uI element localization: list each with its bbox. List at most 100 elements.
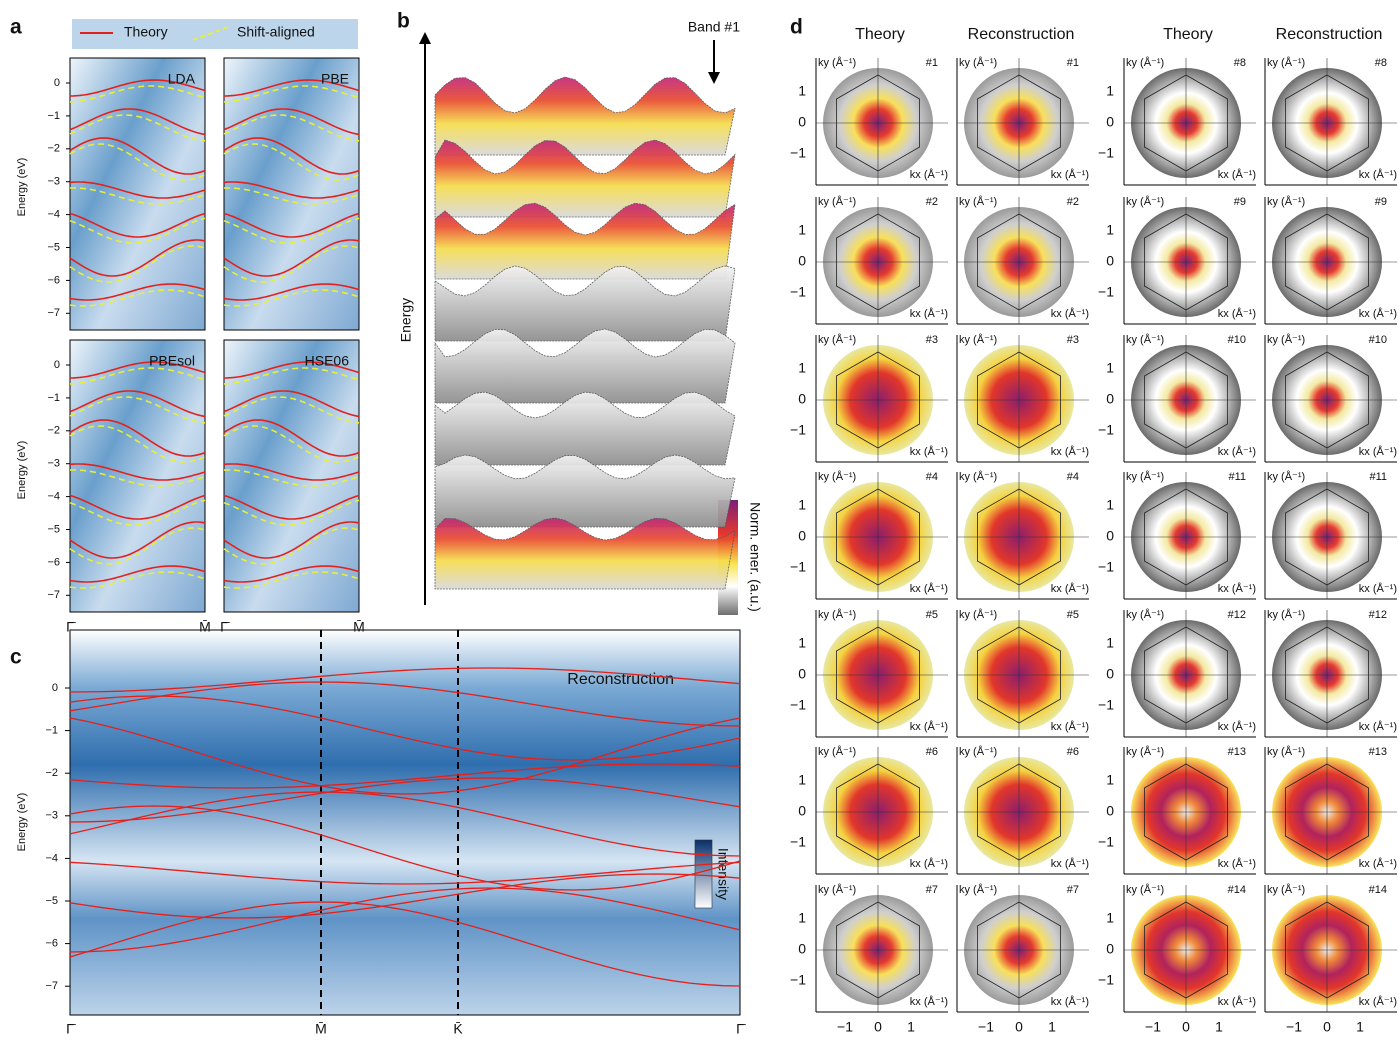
y-tick-label: −4 [47, 491, 60, 503]
y-tick-label: −7 [45, 980, 58, 992]
energy-label: Energy [398, 298, 414, 342]
band-curve [69, 763, 741, 789]
kx-label: kx (Å⁻¹) [1359, 582, 1397, 595]
y-axis-label: Energy (eV) [16, 793, 28, 852]
band-index: #4 [1067, 471, 1079, 483]
column-title: Theory [855, 26, 905, 43]
y-tick-label: 0 [798, 391, 806, 407]
y-tick-label: 1 [798, 635, 806, 651]
ky-label: ky (Å⁻¹) [818, 883, 856, 896]
kx-label: kx (Å⁻¹) [1051, 857, 1089, 870]
ky-label: ky (Å⁻¹) [959, 195, 997, 208]
band-index: #9 [1375, 196, 1387, 208]
band-curve [223, 114, 360, 142]
band-curve [69, 108, 206, 136]
ky-label: ky (Å⁻¹) [959, 56, 997, 69]
band-curve [69, 494, 206, 520]
band-curve [69, 245, 206, 283]
y-tick-label: 0 [798, 528, 806, 544]
kx-label: kx (Å⁻¹) [1218, 720, 1256, 733]
kx-label: kx (Å⁻¹) [1218, 995, 1256, 1008]
column-title: Reconstruction [968, 26, 1075, 43]
colorbar-label: Norm. ener. (a.u.) [747, 502, 763, 612]
y-tick-label: 1 [798, 910, 806, 926]
y-tick-label: −2 [47, 425, 60, 437]
y-tick-label: 0 [54, 359, 60, 371]
x-tick-label: M̄ [353, 619, 365, 635]
band-surface [434, 265, 736, 342]
y-tick-label: 1 [798, 497, 806, 513]
band-curve [69, 695, 741, 761]
y-tick-label: −2 [47, 143, 60, 155]
y-tick-label: 1 [798, 83, 806, 99]
band-index: #13 [1228, 746, 1246, 758]
ky-label: ky (Å⁻¹) [1126, 470, 1164, 483]
y-tick-label: 0 [1106, 253, 1114, 269]
band-index: #6 [1067, 746, 1079, 758]
ky-label: ky (Å⁻¹) [959, 883, 997, 896]
band-curve [69, 791, 741, 857]
y-tick-label: 0 [1106, 528, 1114, 544]
ky-label: ky (Å⁻¹) [959, 745, 997, 758]
band-index: #7 [1067, 884, 1079, 896]
colorbar-label: Intensity [715, 848, 731, 900]
kx-label: kx (Å⁻¹) [1359, 445, 1397, 458]
y-tick-label: −3 [47, 176, 60, 188]
y-tick-label: 1 [1106, 772, 1114, 788]
kx-label: kx (Å⁻¹) [910, 445, 948, 458]
band-curve [223, 361, 360, 379]
arrow-head [419, 32, 431, 44]
band-index: #14 [1228, 884, 1246, 896]
band-curve [69, 212, 206, 238]
kx-label: kx (Å⁻¹) [1359, 857, 1397, 870]
subplot-label: PBEsol [149, 353, 195, 369]
y-tick-label: −1 [1098, 834, 1114, 850]
subplot-label: LDA [168, 71, 196, 87]
ky-label: ky (Å⁻¹) [1126, 195, 1164, 208]
band-surface [434, 391, 736, 466]
panel-label: d [790, 16, 803, 39]
band-curve [69, 873, 741, 919]
band-curve [69, 396, 206, 424]
x-tick-label: −1 [1145, 1019, 1161, 1035]
band-surface [434, 202, 736, 280]
panel-label: b [397, 10, 410, 33]
y-tick-label: 1 [1106, 635, 1114, 651]
band-curve [223, 396, 360, 424]
y-tick-label: −1 [790, 972, 806, 988]
y-tick-label: 0 [798, 253, 806, 269]
x-tick-label: K̄ [453, 1021, 463, 1037]
band-surface [434, 517, 736, 590]
ky-label: ky (Å⁻¹) [1126, 883, 1164, 896]
ky-label: ky (Å⁻¹) [1267, 333, 1305, 346]
y-tick-label: −6 [47, 274, 60, 286]
x-tick-label: M̄ [199, 619, 211, 635]
band-curve [69, 887, 741, 953]
band-index: #6 [926, 746, 938, 758]
band-surface [434, 454, 736, 528]
ky-label: ky (Å⁻¹) [1267, 195, 1305, 208]
kx-label: kx (Å⁻¹) [1051, 168, 1089, 181]
band-curve [69, 527, 206, 565]
band-curve [223, 527, 360, 565]
x-tick-label: Γ̄ [66, 1021, 76, 1037]
y-tick-label: 1 [1106, 497, 1114, 513]
y-tick-label: −1 [45, 725, 58, 737]
band-curve [69, 79, 206, 97]
y-tick-label: −1 [1098, 145, 1114, 161]
kx-label: kx (Å⁻¹) [1359, 720, 1397, 733]
column-title: Theory [1163, 26, 1213, 43]
band-index: #10 [1369, 334, 1387, 346]
band-curve [223, 217, 360, 244]
ky-label: ky (Å⁻¹) [1126, 745, 1164, 758]
band-index: #5 [926, 609, 938, 621]
band-curve [69, 681, 741, 727]
y-tick-label: 1 [798, 360, 806, 376]
y-tick-label: −1 [47, 392, 60, 404]
y-tick-label: −1 [790, 834, 806, 850]
ky-label: ky (Å⁻¹) [959, 470, 997, 483]
band-curve [69, 283, 206, 301]
kx-label: kx (Å⁻¹) [1051, 307, 1089, 320]
y-tick-label: −7 [47, 307, 60, 319]
